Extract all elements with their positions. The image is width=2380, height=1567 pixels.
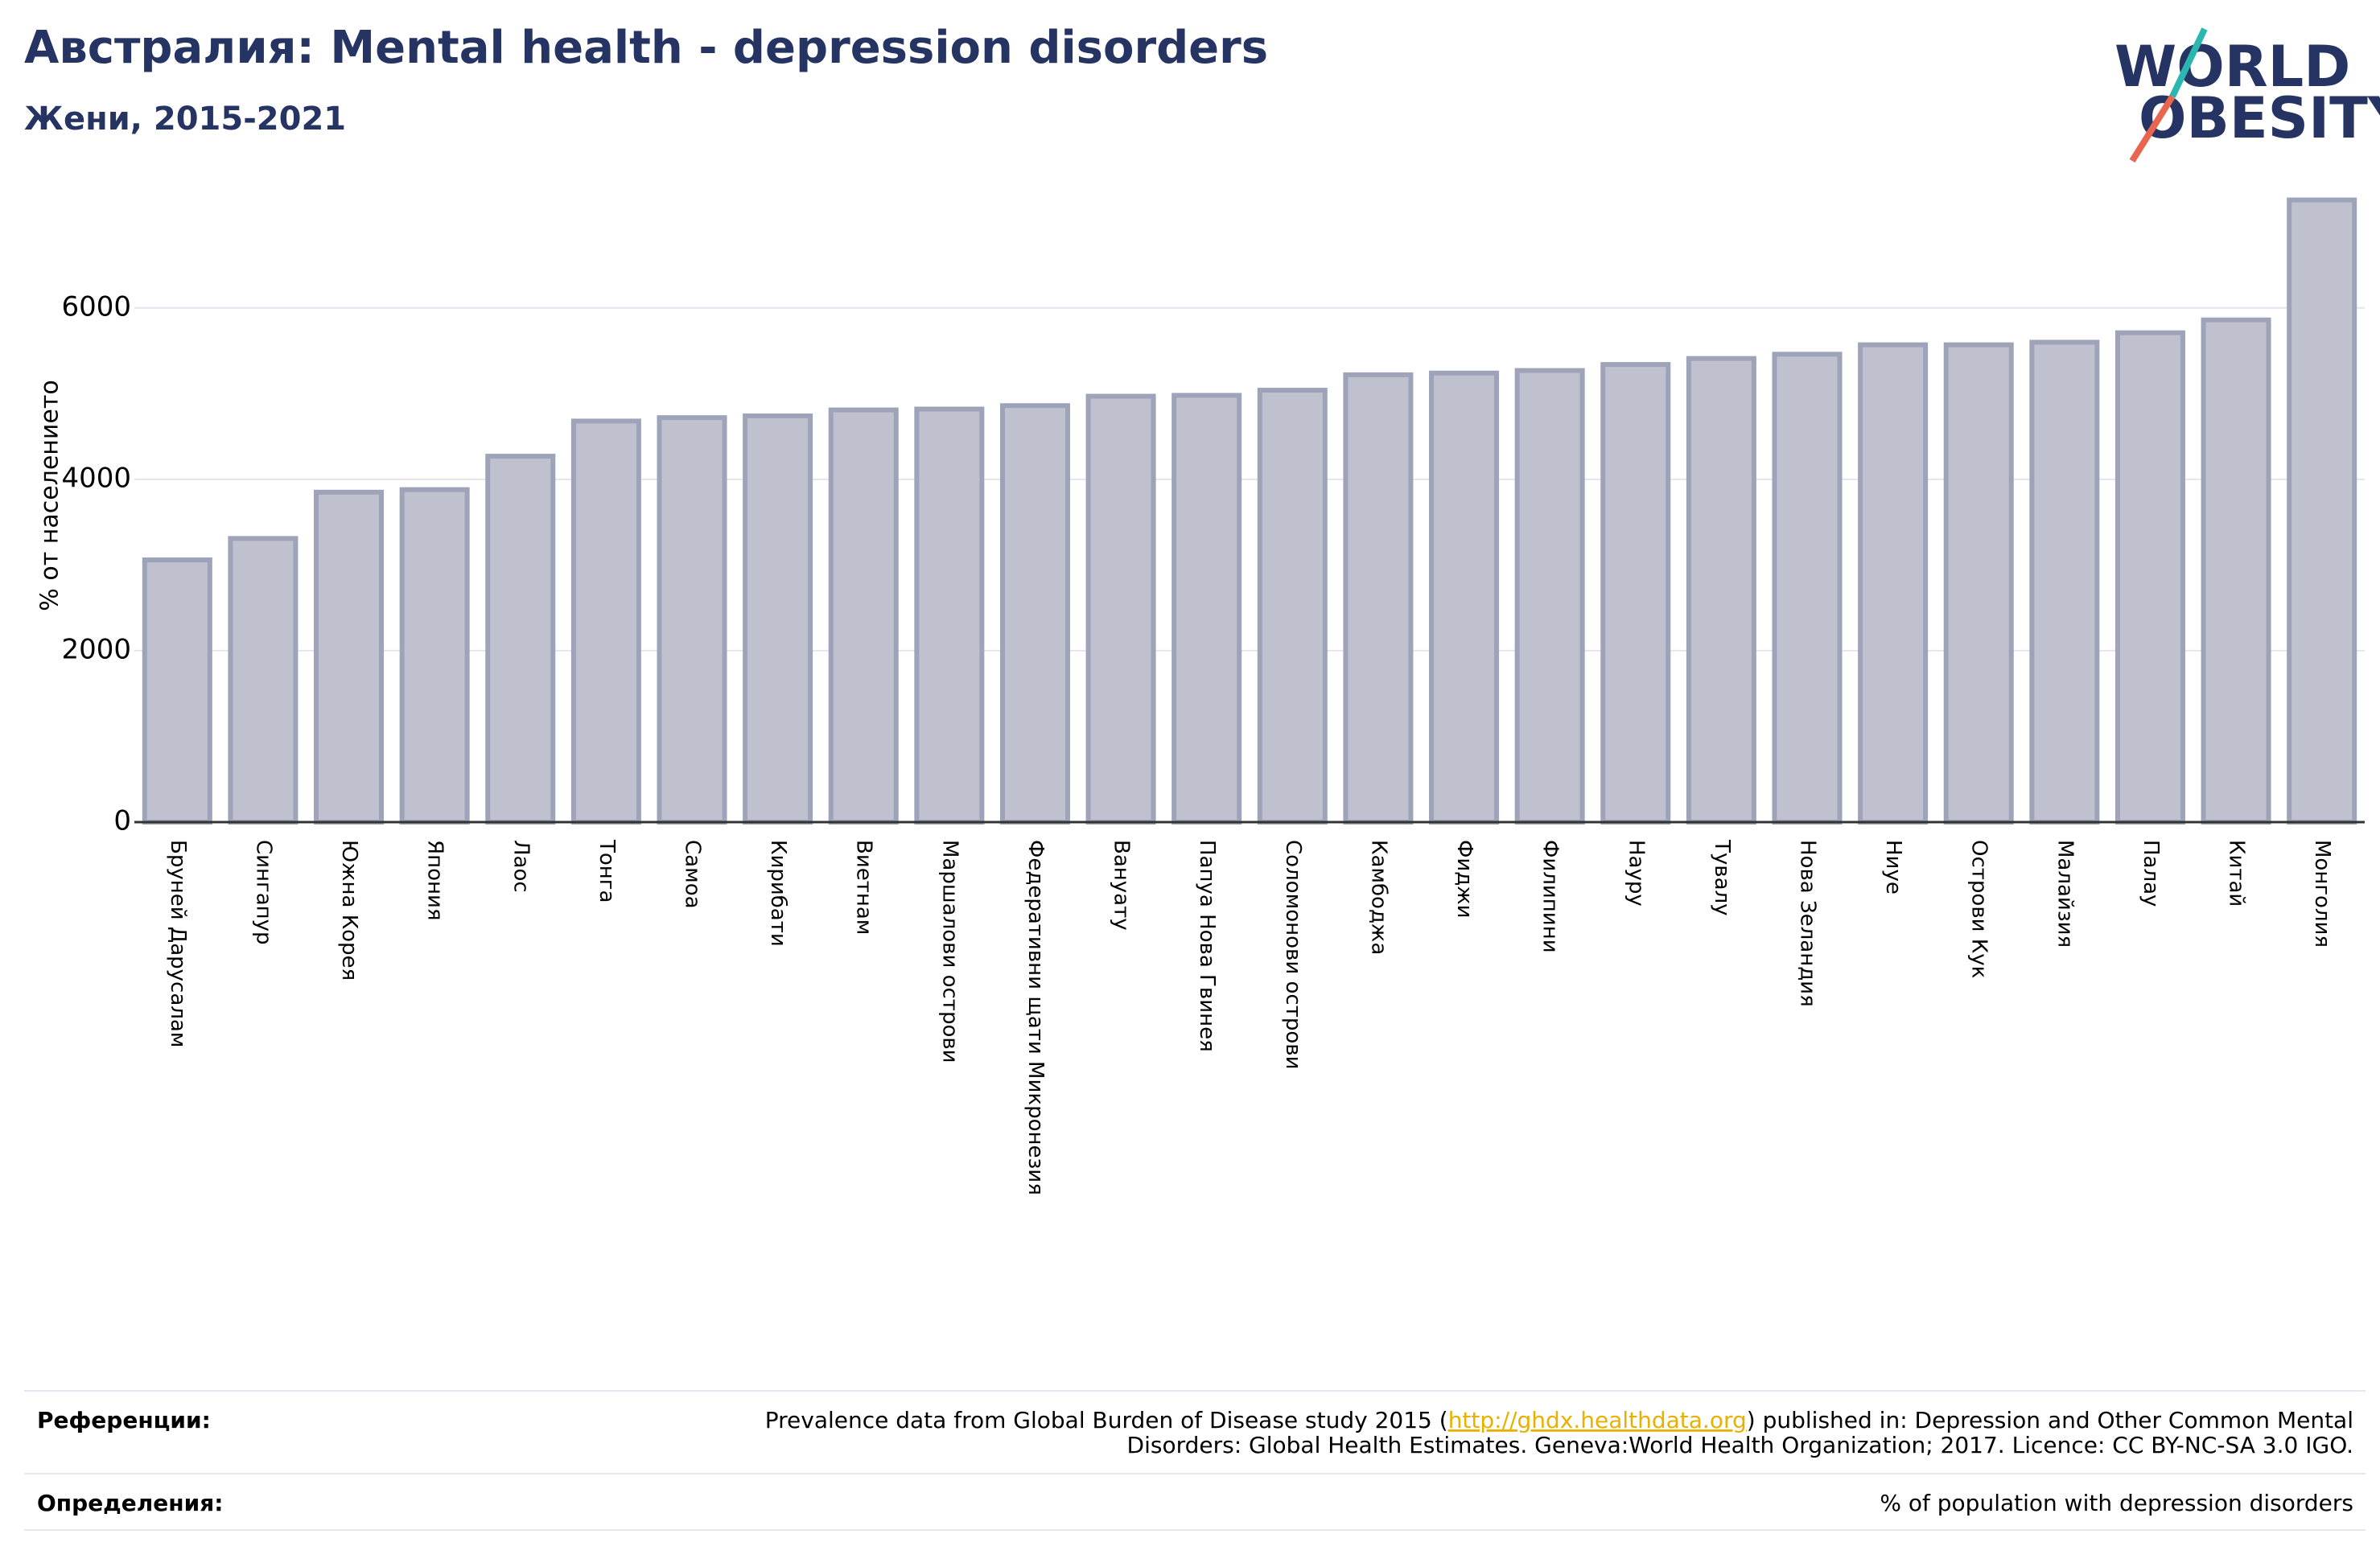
x-tick-label: Соломонови острови [1281,840,1305,1069]
bar [743,413,813,825]
bar [1171,393,1242,825]
x-tick-label: Нова Зеландия [1796,840,1820,1007]
bar [2029,339,2100,825]
references-text: Disorders: Global Health Estimates. Gene… [1127,1432,2353,1458]
bar [142,557,212,825]
logo-slash [2169,27,2208,98]
x-tick-label: Филипини [1538,840,1563,953]
bar [1429,370,1500,825]
bar [828,407,899,825]
y-tick-label: 2000 [61,633,131,665]
bar [1772,352,1843,825]
x-tick-label: Камбоджа [1366,840,1390,955]
bar [1343,372,1414,825]
bar [399,487,470,825]
references-label: Референции: [37,1407,211,1433]
bar [228,536,299,825]
chart-title: Австралия: Mental health - depression di… [24,22,1268,74]
x-tick-label: Монголия [2310,840,2334,948]
x-tick-label: Маршалови острови [937,840,961,1063]
y-tick-label: 0 [113,805,131,837]
bar [314,489,385,825]
x-tick-label: Острови Кук [1967,840,1991,978]
x-tick-label: Папуа Нова Гвинея [1195,840,1219,1052]
x-tick-label: Малайзия [2053,840,2077,948]
logo-slash [2129,94,2176,163]
x-tick-label: Южна Корея [337,840,361,981]
x-tick-label: Ниуе [1881,840,1905,895]
references-text: Prevalence data from Global Burden of Di… [765,1407,1448,1433]
bar [657,415,727,825]
logo: WORLD OBESITY [2114,27,2380,163]
bar [1943,342,2014,825]
definitions-label: Определения: [37,1490,223,1516]
x-tick-label: Самоа [681,840,705,909]
x-tick-label: Лаос [509,840,533,893]
bar [1600,362,1671,825]
bar [570,418,641,825]
x-tick-label: Япония [423,840,447,921]
references-link[interactable]: http://ghdx.healthdata.org [1448,1407,1747,1433]
x-tick-label: Фиджи [1452,840,1476,919]
references-text: Prevalence data from Global Burden of Di… [765,1407,2353,1433]
bar [1686,356,1756,825]
bar [2201,317,2271,825]
x-tick-label: Сингапур [251,840,275,945]
x-tick-label: Тонга [595,839,619,903]
x-tick-label: Науру [1624,840,1648,907]
x-tick-label: Тувалу [1710,839,1734,916]
y-tick-label: 4000 [61,462,131,494]
logo-text: WORLD [2114,34,2350,100]
plot: 0 2000 4000 6000 Бруней Дарусалам Сингапур Южн… [61,197,2365,1195]
x-tick-label: Вануату [1110,840,1134,931]
x-tick-label: Палау [2139,840,2163,907]
bar [2114,330,2185,825]
bar [1085,393,1156,825]
x-tick-label: Бруней Дарусалам [166,840,190,1047]
bar [485,454,556,825]
x-tick-label: Китай [2225,840,2249,907]
bar [2287,197,2357,825]
chart-subtitle: Жени, 2015-2021 [24,101,346,138]
y-tick-label: 6000 [61,290,131,323]
footer: Референции: Prevalence data from Global … [24,1390,2366,1531]
bar [914,406,985,825]
bar [1858,342,1929,825]
logo-text: OBESITY [2139,85,2380,151]
references-text: ) published in: Depression and Other Com… [1747,1407,2353,1433]
bar [1514,368,1585,825]
y-axis-label: % от населението [36,380,64,611]
bar [1257,388,1328,825]
x-tick-label: Виетнам [852,840,876,935]
definitions-text: % of population with depression disorder… [1880,1490,2353,1516]
bar [999,403,1070,825]
x-tick-label: Федеративни щати Микронезия [1023,840,1048,1195]
x-tick-label: Кирибати [766,840,790,947]
